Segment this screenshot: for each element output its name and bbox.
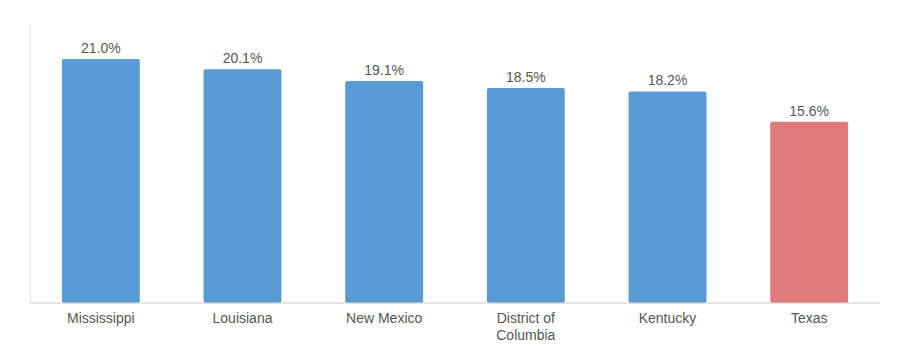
x-tick-label: District ofColumbia <box>496 310 555 343</box>
x-tick-label: Mississippi <box>67 310 135 326</box>
data-label: 19.1% <box>364 62 404 78</box>
data-label: 15.6% <box>789 103 829 119</box>
x-tick-label: New Mexico <box>346 310 422 326</box>
bar <box>629 91 707 303</box>
bar <box>62 59 140 303</box>
bars <box>62 59 848 303</box>
data-label: 18.5% <box>506 69 546 85</box>
chart-container: 21.0% 20.1% 19.1% 18.5% 18.2% 15.6% Mississipp… <box>0 0 900 359</box>
data-label: 21.0% <box>81 40 121 56</box>
bar <box>204 69 282 303</box>
x-tick-label: Kentucky <box>639 310 697 326</box>
data-label: 18.2% <box>648 72 688 88</box>
data-labels: 21.0% 20.1% 19.1% 18.5% 18.2% 15.6% <box>81 40 829 119</box>
bar <box>770 122 848 303</box>
x-axis-line <box>30 303 880 304</box>
data-label: 20.1% <box>223 50 263 66</box>
bar <box>487 88 565 303</box>
bar <box>345 81 423 303</box>
x-tick-label: Texas <box>791 310 828 326</box>
x-tick-labels: Mississippi Louisiana New Mexico District o… <box>67 310 827 343</box>
y-axis-line <box>30 24 31 303</box>
x-tick-label: Louisiana <box>213 310 273 326</box>
chart-svg: 21.0% 20.1% 19.1% 18.5% 18.2% 15.6% Mississipp… <box>0 0 900 359</box>
